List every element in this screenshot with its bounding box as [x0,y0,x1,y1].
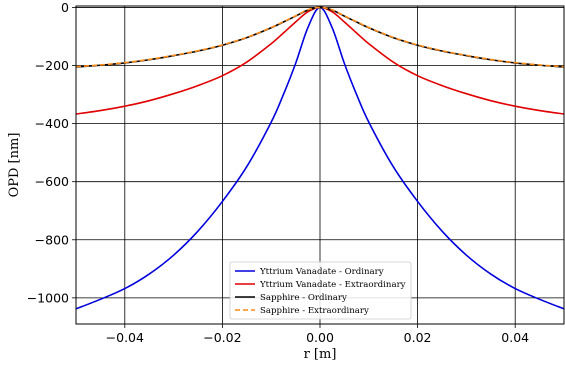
legend-entry-label: Sapphire - Ordinary [260,293,347,303]
series-line-4 [75,6,565,68]
y-tick-label: −800 [35,232,69,247]
x-axis-label: r [m] [304,347,337,362]
y-tick-label: −600 [35,174,69,189]
legend-box [229,261,412,320]
x-tick-label: 0.04 [501,330,529,345]
x-tick-label: 0.00 [306,330,334,345]
y-tick-label: 0 [61,0,69,15]
y-tick-label: −1000 [27,290,69,305]
plot-series [75,6,565,310]
x-tick-label: 0.02 [404,330,432,345]
legend: Yttrium Vanadate - Ordinary Yttrium Vanad… [229,261,412,320]
y-tick-label: −200 [35,58,69,73]
legend-entry-label: Sapphire - Extraordinary [260,306,369,316]
axis-ticks: −0.04 −0.02 0.00 0.02 0.04 0 −200 −400 −600 −800 −… [27,0,529,345]
x-tick-label: −0.04 [106,330,144,345]
x-tick-label: −0.02 [203,330,241,345]
y-axis-label: OPD [nm] [7,133,22,198]
legend-entry-label: Yttrium Vanadate - Extraordinary [259,280,406,290]
legend-entry-label: Yttrium Vanadate - Ordinary [259,267,384,277]
y-tick-label: −400 [35,116,69,131]
